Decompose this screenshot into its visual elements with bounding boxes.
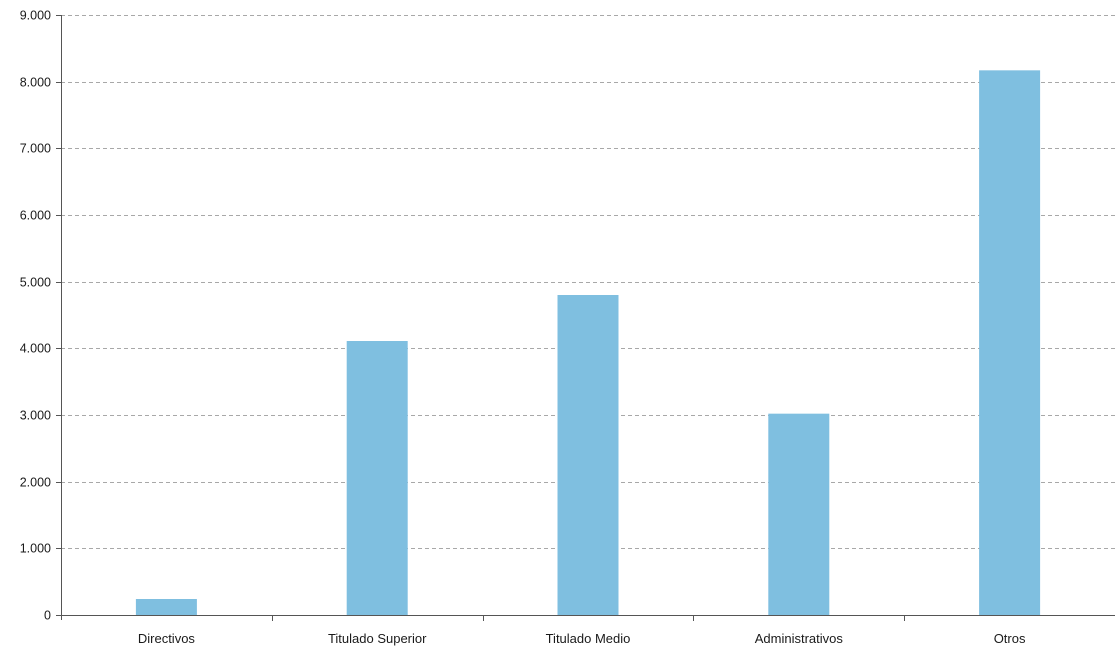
x-tick-label: Otros <box>994 631 1026 646</box>
y-tick-label: 5.000 <box>20 276 51 290</box>
y-tick-label: 6.000 <box>20 209 51 223</box>
x-tick-label: Administrativos <box>755 631 844 646</box>
bar-administrativos <box>768 413 830 615</box>
x-tick-label: Titulado Medio <box>546 631 631 646</box>
y-tick-label: 4.000 <box>20 342 51 356</box>
bar-titulado-superior <box>346 341 408 615</box>
bars <box>135 70 1041 616</box>
axes <box>56 15 1115 621</box>
bar-directivos <box>135 599 197 615</box>
tick-labels: 0 1.000 2.000 3.000 4.000 5.000 6.000 7.000 8.00… <box>20 9 1026 647</box>
y-tick-label: 8.000 <box>20 76 51 90</box>
bar-otros <box>979 70 1041 616</box>
x-tick-label: Titulado Superior <box>328 631 427 646</box>
y-tick-label: 0 <box>44 609 51 623</box>
y-tick-label: 3.000 <box>20 409 51 423</box>
gridlines <box>61 15 1115 549</box>
bar-titulado-medio <box>557 295 619 615</box>
y-tick-label: 1.000 <box>20 542 51 556</box>
y-tick-label: 9.000 <box>20 9 51 23</box>
x-tick-label: Directivos <box>138 631 196 646</box>
y-tick-label: 7.000 <box>20 142 51 156</box>
y-tick-label: 2.000 <box>20 476 51 490</box>
